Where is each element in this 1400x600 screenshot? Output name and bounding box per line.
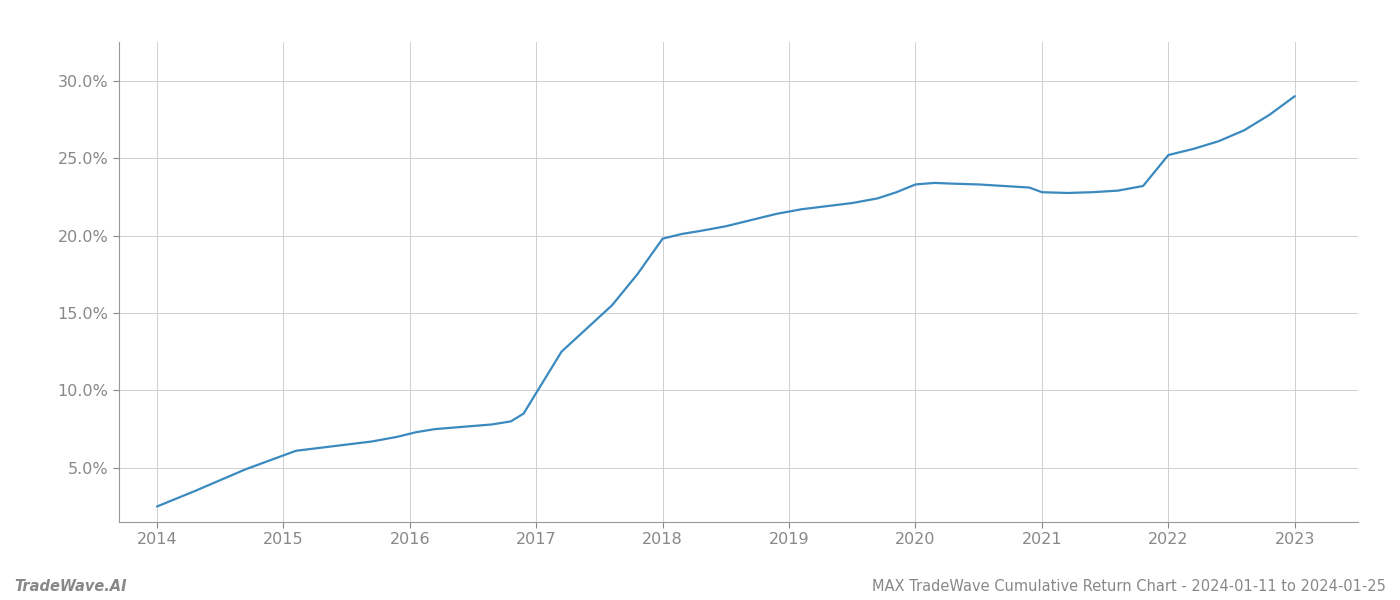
Text: MAX TradeWave Cumulative Return Chart - 2024-01-11 to 2024-01-25: MAX TradeWave Cumulative Return Chart - … (872, 579, 1386, 594)
Text: TradeWave.AI: TradeWave.AI (14, 579, 126, 594)
